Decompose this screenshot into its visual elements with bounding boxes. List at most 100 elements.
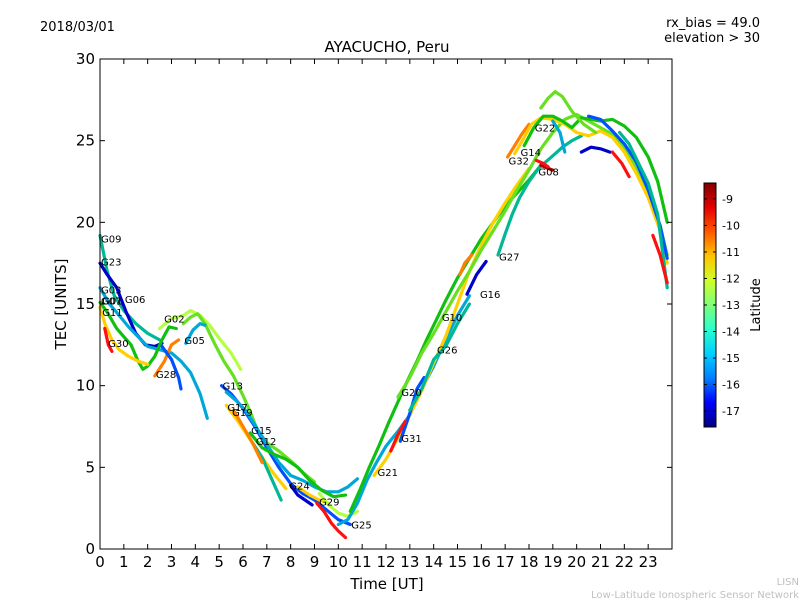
tec-trace-21: [336, 294, 471, 527]
tec-trace-12: [224, 390, 359, 494]
trace-layer: [98, 90, 669, 540]
satellite-label-g28: G28: [156, 370, 176, 381]
rx-bias-label: rx_bias = 49.0: [666, 16, 760, 31]
tec-trace-38: [579, 145, 612, 154]
x-tick-label: 2: [143, 553, 153, 571]
x-tick-label: 21: [591, 553, 610, 571]
tec-trace-41: [617, 130, 669, 290]
y-tick-label: 15: [76, 295, 95, 313]
satellite-label-g11: G11: [102, 308, 122, 319]
y-axis-label: TEC [UNITS]: [52, 259, 70, 351]
footer-lisn: LISN: [777, 577, 799, 588]
x-tick-label: 9: [310, 553, 320, 571]
tec-trace-9: [181, 312, 317, 484]
tec-trace-27: [408, 302, 471, 412]
satellite-label-g01: G01: [102, 297, 122, 308]
y-tick-label: 0: [85, 540, 95, 558]
satellite-label-g24: G24: [289, 481, 309, 492]
tec-trace-2: [98, 286, 209, 420]
x-tick-label: 0: [95, 553, 105, 571]
footer-network: Low-Latitude Ionospheric Sensor Network: [591, 590, 799, 600]
x-tick-label: 8: [286, 553, 296, 571]
satellite-label-g06: G06: [125, 295, 145, 306]
colorbar-tick-label: -15: [722, 352, 740, 365]
satellite-label-g10: G10: [442, 313, 462, 324]
tec-trace-36: [539, 90, 598, 135]
x-tick-label: 11: [353, 553, 372, 571]
satellite-label-g07: G07: [101, 297, 121, 308]
tec-trace-0: [98, 233, 162, 342]
satellite-label-g14: G14: [520, 148, 540, 159]
x-tick-label: 6: [238, 553, 248, 571]
satellite-label-g15: G15: [251, 426, 271, 437]
x-tick-label: 14: [424, 553, 443, 571]
tec-trace-34: [534, 158, 550, 169]
satellite-label-g25: G25: [351, 521, 371, 532]
satellite-label-g23: G23: [101, 258, 121, 269]
satellite-label-g09: G09: [101, 235, 121, 246]
tec-trace-37: [551, 119, 567, 154]
tec-trace-5: [103, 326, 114, 353]
x-tick-label: 5: [214, 553, 224, 571]
colorbar-tick-label: -9: [722, 193, 733, 206]
date-label: 2018/03/01: [40, 20, 115, 35]
tec-trace-7: [160, 344, 183, 391]
colorbar-ticks: -9 -10 -11 -12 -13 -14 -15 -16 -17: [704, 193, 740, 418]
tec-trace-22: [348, 163, 543, 513]
x-tick-label: 15: [448, 553, 467, 571]
tec-trace-16: [231, 408, 264, 464]
x-tick-label: 16: [472, 553, 491, 571]
satellite-label-g17: G17: [227, 403, 247, 414]
tec-trace-35: [522, 114, 669, 224]
satellite-label-g03: G03: [101, 285, 121, 296]
tec-trace-26: [389, 420, 407, 453]
satellite-label-g05: G05: [184, 336, 204, 347]
tec-trace-1: [98, 261, 164, 349]
satellite-label-g31: G31: [401, 434, 421, 445]
colorbar-label: Latitude: [749, 278, 764, 332]
colorbar-tick-label: -11: [722, 246, 740, 259]
x-tick-label: 7: [262, 553, 272, 571]
x-tick-label: 18: [519, 553, 538, 571]
x-axis-ticks: 0 1 2 3 4 5 6 7 8 9 10 11 12 13 14 15 16 17 18 19 20 21 22 23: [95, 59, 658, 571]
tec-trace-39: [586, 114, 669, 260]
tec-trace-42: [651, 233, 669, 285]
tec-trace-19: [315, 501, 348, 540]
y-axis-ticks: 0 5 10 15 20 25 30: [76, 50, 672, 558]
colorbar-tick-label: -13: [722, 299, 740, 312]
x-tick-label: 20: [567, 553, 586, 571]
x-tick-label: 12: [376, 553, 395, 571]
satellite-label-g02: G02: [164, 315, 184, 326]
satellite-label-g27: G27: [499, 253, 519, 264]
x-tick-label: 10: [329, 553, 348, 571]
colorbar-tick-label: -16: [722, 379, 740, 392]
colorbar-tick-label: -10: [722, 219, 740, 232]
x-tick-label: 4: [191, 553, 201, 571]
y-tick-label: 5: [85, 458, 95, 476]
y-tick-label: 30: [76, 50, 95, 68]
satellite-label-g22: G22: [535, 124, 555, 135]
tec-trace-3: [98, 300, 178, 371]
y-tick-label: 25: [76, 132, 95, 150]
chart-title: AYACUCHO, Peru: [324, 38, 449, 56]
x-tick-label: 3: [167, 553, 177, 571]
y-tick-label: 10: [76, 377, 95, 395]
tec-trace-32: [513, 116, 669, 265]
tec-trace-17: [289, 483, 314, 507]
tec-trace-14: [248, 431, 348, 499]
tec-trace-31: [506, 122, 531, 159]
y-tick-label: 20: [76, 213, 95, 231]
x-axis-label: Time [UT]: [349, 575, 423, 593]
satellite-label-g21: G21: [377, 468, 397, 479]
satellite-label-g13: G13: [223, 382, 243, 393]
elevation-label: elevation > 30: [664, 31, 760, 46]
x-tick-label: 1: [119, 553, 129, 571]
x-tick-label: 23: [639, 553, 658, 571]
x-tick-label: 19: [543, 553, 562, 571]
tec-trace-4: [98, 305, 150, 366]
tec-trace-28: [465, 259, 488, 296]
satellite-label-g16: G16: [480, 290, 500, 301]
tec-trace-40: [610, 150, 631, 179]
